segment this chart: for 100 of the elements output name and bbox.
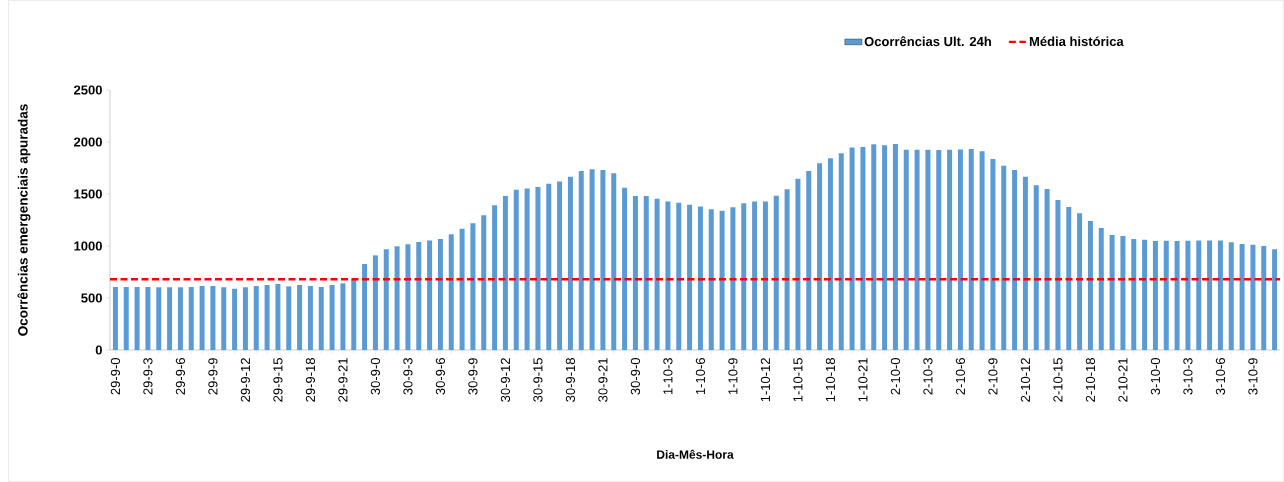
bar xyxy=(817,163,823,350)
bar xyxy=(752,201,758,350)
bar xyxy=(232,288,238,350)
bar xyxy=(318,286,324,350)
x-tick-label: 2-10-18 xyxy=(1085,358,1096,402)
bar xyxy=(762,201,768,350)
bar xyxy=(990,158,996,350)
x-tick-label: 1-10-3 xyxy=(663,358,673,395)
bar xyxy=(134,286,140,350)
bar xyxy=(1217,240,1223,350)
bar xyxy=(167,287,173,350)
x-tick-label: 29-9-9 xyxy=(208,358,218,395)
x-tick-label: 3-10-6 xyxy=(1215,358,1226,395)
bar xyxy=(957,149,963,350)
bar xyxy=(502,195,508,350)
bar xyxy=(383,249,389,350)
x-tick-label: 30-9-18 xyxy=(565,358,576,402)
bar xyxy=(1012,169,1018,350)
x-tick-label: 29-9-6 xyxy=(175,358,186,395)
bar xyxy=(362,263,368,350)
x-tick-label: 2-10-0 xyxy=(890,358,901,395)
x-tick-label: 2-10-15 xyxy=(1053,358,1063,402)
x-tick-label: 3-10-0 xyxy=(1150,358,1161,395)
bar xyxy=(156,287,162,350)
bar xyxy=(632,195,638,350)
bar xyxy=(784,189,790,350)
bar xyxy=(546,183,552,350)
x-tick-label: 3-10-9 xyxy=(1248,358,1258,395)
bar xyxy=(600,169,606,350)
bar xyxy=(221,287,227,350)
bar xyxy=(903,149,909,350)
bar xyxy=(372,255,378,350)
bar xyxy=(871,144,877,350)
bar xyxy=(730,207,736,350)
bar xyxy=(351,279,357,350)
x-tick-label: 29-9-18 xyxy=(305,358,316,402)
x-tick-label: 29-9-21 xyxy=(338,358,348,402)
bar xyxy=(1152,241,1158,350)
bar xyxy=(286,286,292,350)
bar xyxy=(708,209,714,350)
bar xyxy=(1044,189,1050,350)
bar xyxy=(177,287,183,350)
x-tick-label: 2-10-21 xyxy=(1118,358,1128,402)
bar xyxy=(578,171,584,350)
bar xyxy=(1185,240,1191,350)
y-tick-label: 500 xyxy=(81,293,102,303)
bar xyxy=(589,169,595,350)
bar xyxy=(1109,234,1115,350)
bar xyxy=(741,203,747,350)
bar xyxy=(188,286,194,350)
bar xyxy=(827,158,833,350)
x-tick-label: 30-9-21 xyxy=(598,358,608,402)
bar xyxy=(1228,242,1234,350)
bar xyxy=(1077,213,1083,350)
bar xyxy=(719,210,725,350)
bar xyxy=(340,283,346,350)
bar xyxy=(795,178,801,350)
bar xyxy=(1087,221,1093,350)
x-tick-label: 1-10-12 xyxy=(760,358,771,402)
x-tick-label: 3-10-3 xyxy=(1183,358,1193,395)
bar xyxy=(459,228,465,350)
bar xyxy=(242,287,248,350)
legend-label: Ocorrências Ult. 24h xyxy=(864,36,991,47)
bar xyxy=(210,286,216,350)
bar xyxy=(123,286,129,350)
x-tick-label: 2-10-3 xyxy=(923,358,933,395)
bar xyxy=(936,150,942,350)
bar xyxy=(394,246,400,350)
bar xyxy=(145,286,151,350)
bar xyxy=(199,286,205,350)
bar xyxy=(416,242,422,350)
x-tick-label: 2-10-6 xyxy=(955,358,966,395)
bar xyxy=(643,195,649,350)
bar xyxy=(307,286,313,350)
bar xyxy=(947,149,953,350)
bar xyxy=(1001,165,1007,350)
bar xyxy=(427,240,433,350)
y-tick-label: 0 xyxy=(95,345,102,355)
bar xyxy=(1207,240,1213,350)
x-axis-title: Dia-Mês-Hora xyxy=(657,449,734,459)
bar xyxy=(611,173,617,350)
x-tick-label: 2-10-9 xyxy=(988,358,998,395)
x-tick-label: 1-10-21 xyxy=(858,358,868,402)
bar xyxy=(329,285,335,350)
bar xyxy=(1163,240,1169,350)
bar xyxy=(470,223,476,350)
bar xyxy=(513,189,519,350)
bar xyxy=(1261,246,1267,350)
bar xyxy=(1033,185,1039,350)
bar xyxy=(405,244,411,350)
legend-label: Média histórica xyxy=(1029,36,1124,47)
x-tick-label: 2-10-12 xyxy=(1020,358,1031,402)
bar xyxy=(1239,244,1245,350)
bar xyxy=(979,151,985,350)
bar xyxy=(112,286,118,350)
bar xyxy=(253,286,259,350)
bar xyxy=(697,206,703,350)
bar xyxy=(1098,228,1104,350)
x-tick-label: 1-10-18 xyxy=(825,358,836,402)
bar xyxy=(1174,241,1180,350)
